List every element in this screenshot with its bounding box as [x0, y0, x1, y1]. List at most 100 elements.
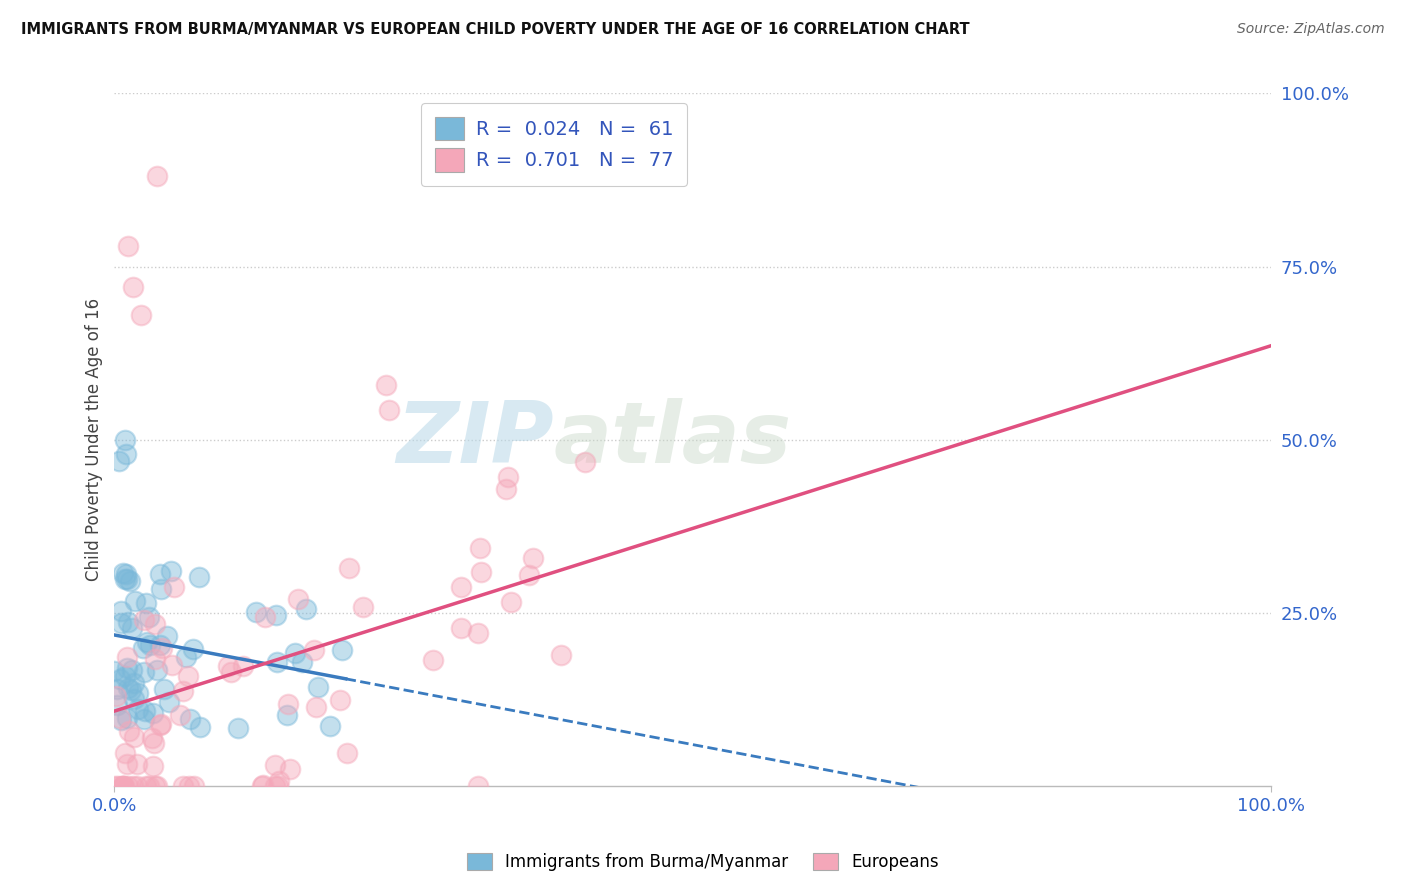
Point: [117, 239, 139, 253]
Point: [135, 635, 157, 649]
Legend: Immigrants from Burma/Myanmar, Europeans: Immigrants from Burma/Myanmar, Europeans: [458, 845, 948, 880]
Point: [118, 723, 141, 738]
Point: [122, 779, 145, 793]
Point: [172, 779, 194, 793]
Point: [103, 664, 125, 678]
Point: [138, 779, 160, 793]
Point: [127, 702, 149, 716]
Point: [125, 779, 148, 793]
Point: [132, 613, 155, 627]
Point: [467, 625, 489, 640]
Point: [115, 567, 138, 582]
Point: [132, 712, 155, 726]
Point: [336, 746, 359, 760]
Point: [129, 308, 152, 322]
Point: [152, 641, 174, 656]
Point: [163, 580, 186, 594]
Point: [134, 704, 156, 718]
Text: IMMIGRANTS FROM BURMA/MYANMAR VS EUROPEAN CHILD POVERTY UNDER THE AGE OF 16 CORR: IMMIGRANTS FROM BURMA/MYANMAR VS EUROPEA…: [21, 22, 970, 37]
Point: [329, 692, 352, 706]
Point: [287, 591, 309, 606]
Point: [517, 568, 540, 582]
Point: [124, 675, 146, 690]
Point: [305, 699, 328, 714]
Point: [115, 757, 138, 772]
Point: [254, 610, 277, 624]
Point: [219, 665, 242, 679]
Point: [150, 716, 173, 731]
Point: [264, 758, 287, 772]
Point: [319, 719, 342, 733]
Point: [550, 648, 572, 663]
Point: [330, 643, 353, 657]
Point: [138, 610, 160, 624]
Point: [450, 580, 472, 594]
Point: [122, 692, 145, 706]
Point: [496, 470, 519, 484]
Point: [108, 672, 131, 686]
Point: [226, 721, 249, 735]
Text: Source: ZipAtlas.com: Source: ZipAtlas.com: [1237, 22, 1385, 37]
Point: [179, 712, 201, 726]
Point: [108, 711, 131, 725]
Point: [105, 681, 128, 696]
Point: [114, 572, 136, 586]
Point: [112, 779, 135, 793]
Point: [307, 680, 329, 694]
Point: [156, 629, 179, 643]
Point: [121, 280, 143, 294]
Point: [172, 684, 194, 698]
Point: [149, 639, 172, 653]
Point: [375, 377, 398, 392]
Point: [132, 640, 155, 655]
Point: [115, 650, 138, 665]
Point: [245, 605, 267, 619]
Point: [139, 638, 162, 652]
Point: [142, 736, 165, 750]
Point: [114, 433, 136, 447]
Point: [142, 706, 165, 720]
Point: [574, 455, 596, 469]
Point: [467, 779, 489, 793]
Point: [169, 707, 191, 722]
Point: [188, 720, 211, 734]
Point: [115, 711, 138, 725]
Point: [135, 779, 157, 793]
Point: [280, 762, 302, 776]
Point: [522, 551, 544, 566]
Point: [252, 779, 274, 793]
Point: [183, 779, 205, 793]
Point: [110, 615, 132, 630]
Point: [174, 650, 197, 665]
Legend: R =  0.024   N =  61, R =  0.701   N =  77: R = 0.024 N = 61, R = 0.701 N = 77: [422, 103, 686, 186]
Point: [143, 779, 166, 793]
Point: [159, 564, 181, 578]
Point: [252, 778, 274, 792]
Point: [104, 779, 127, 793]
Point: [124, 593, 146, 607]
Point: [264, 779, 287, 793]
Point: [141, 731, 163, 745]
Point: [107, 779, 129, 793]
Point: [284, 647, 307, 661]
Point: [157, 695, 180, 709]
Point: [267, 779, 290, 793]
Point: [267, 773, 290, 788]
Point: [121, 622, 143, 636]
Point: [110, 713, 132, 727]
Text: atlas: atlas: [554, 398, 792, 482]
Point: [122, 730, 145, 744]
Point: [134, 665, 156, 679]
Point: [117, 572, 139, 586]
Point: [112, 779, 135, 793]
Point: [337, 561, 360, 575]
Point: [146, 169, 169, 184]
Point: [110, 604, 132, 618]
Point: [450, 621, 472, 635]
Point: [125, 757, 148, 772]
Point: [266, 655, 288, 669]
Point: [177, 669, 200, 683]
Point: [217, 658, 239, 673]
Point: [120, 683, 142, 698]
Point: [117, 681, 139, 696]
